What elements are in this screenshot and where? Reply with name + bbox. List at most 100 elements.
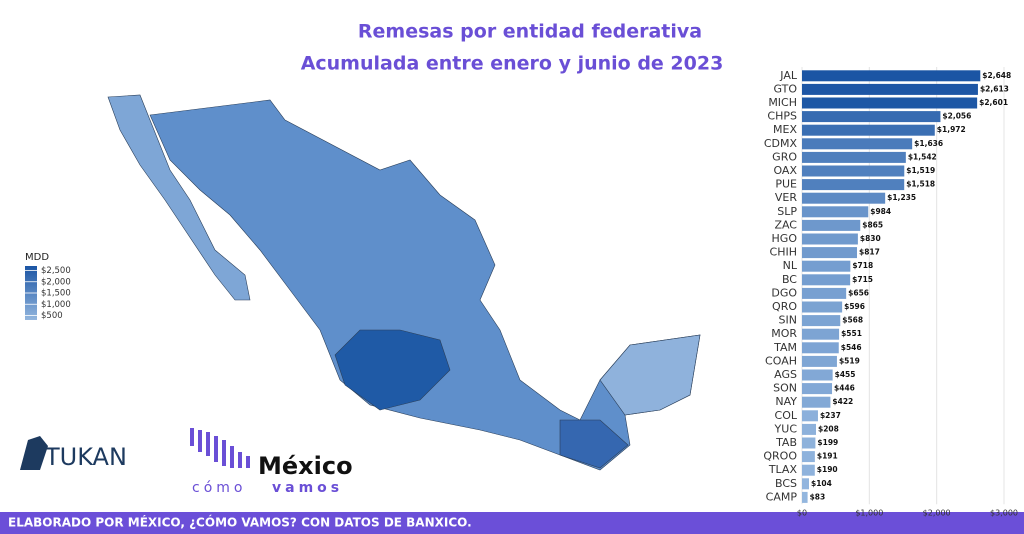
value-label: $596 — [844, 302, 865, 311]
y-tick-label: CDMX — [764, 137, 798, 150]
bar — [802, 83, 978, 95]
value-label: $1,235 — [887, 193, 916, 202]
tukan-logo: TUKAN — [20, 436, 127, 471]
value-label: $1,519 — [906, 166, 935, 175]
bar — [802, 138, 913, 150]
y-tick-label: NL — [783, 259, 798, 272]
y-tick-label: HGO — [772, 232, 798, 245]
y-tick-label: QROO — [763, 450, 797, 463]
colorbar-label: $1,500 — [41, 289, 71, 299]
bar — [802, 70, 981, 82]
value-label: $422 — [832, 397, 853, 406]
x-tick-label: $3,000 — [990, 509, 1018, 518]
y-tick-label: TAM — [773, 341, 797, 354]
y-tick-label: PUE — [775, 178, 797, 191]
bar — [802, 301, 843, 313]
value-label: $237 — [820, 411, 841, 420]
y-tick-label: MOR — [771, 327, 797, 340]
y-tick-label: TLAX — [768, 463, 798, 476]
bar — [802, 111, 941, 123]
value-label: $2,613 — [980, 84, 1009, 93]
value-label: $519 — [839, 356, 860, 365]
bar — [802, 233, 858, 245]
x-tick-label: $1,000 — [855, 509, 883, 518]
mcv-logo — [190, 428, 250, 468]
y-tick-label: COL — [775, 409, 798, 422]
bar — [802, 247, 858, 259]
bar — [802, 491, 808, 503]
bar — [802, 315, 841, 327]
value-label: $830 — [860, 234, 881, 243]
value-label: $455 — [835, 370, 856, 379]
y-tick-label: ZAC — [774, 218, 797, 231]
mexico-text: México — [258, 452, 353, 480]
bar — [802, 369, 833, 381]
y-tick-label: JAL — [779, 69, 798, 82]
bar — [802, 219, 861, 231]
y-tick-label: COAH — [765, 354, 797, 367]
value-label: $446 — [834, 384, 855, 393]
colorbar-title: MDD — [25, 252, 49, 263]
bar — [802, 274, 851, 286]
value-label: $83 — [810, 492, 826, 501]
y-tick-label: CHPS — [767, 110, 797, 123]
y-tick-label: OAX — [773, 164, 797, 177]
chart-title: Remesas por entidad federativa — [358, 21, 702, 43]
value-label: $865 — [862, 220, 883, 229]
value-label: $2,648 — [982, 71, 1011, 80]
footer-bar — [0, 512, 1024, 534]
bar — [802, 151, 906, 163]
bar — [802, 328, 840, 340]
bar — [802, 165, 905, 177]
bar — [802, 97, 978, 109]
value-label: $1,636 — [914, 139, 943, 148]
y-tick-label: SON — [773, 382, 797, 395]
bar — [802, 124, 935, 136]
y-tick-label: AGS — [774, 368, 797, 381]
bar — [802, 464, 815, 476]
bar — [802, 410, 818, 422]
bar — [802, 192, 886, 204]
value-label: $817 — [859, 248, 880, 257]
tukan-icon — [20, 436, 48, 470]
value-label: $208 — [818, 424, 839, 433]
colorbar-label: $500 — [41, 311, 63, 321]
bar — [802, 287, 847, 299]
y-tick-label: SIN — [779, 314, 797, 327]
y-tick-label: QRO — [772, 300, 797, 313]
y-tick-label: BCS — [775, 477, 797, 490]
value-label: $1,518 — [906, 180, 935, 189]
value-label: $551 — [841, 329, 862, 338]
y-tick-label: GRO — [772, 150, 797, 163]
map — [107, 94, 701, 471]
value-label: $568 — [842, 316, 863, 325]
colorbar-label: $2,000 — [41, 277, 71, 287]
y-tick-label: MEX — [773, 123, 797, 136]
bar — [802, 179, 905, 191]
value-label: $546 — [841, 343, 862, 352]
tukan-text: TUKAN — [44, 443, 127, 471]
chart-subtitle: Acumulada entre enero y junio de 2023 — [301, 53, 724, 75]
y-tick-label: BC — [782, 273, 797, 286]
bar — [802, 206, 869, 218]
y-tick-label: MICH — [768, 96, 797, 109]
bar — [802, 342, 839, 354]
x-tick-label: $0 — [797, 509, 807, 518]
y-tick-label: DGO — [771, 286, 797, 299]
footer-text: ELABORADO POR MÉXICO, ¿CÓMO VAMOS? CON D… — [8, 515, 472, 530]
y-tick-label: NAY — [775, 395, 797, 408]
value-label: $199 — [817, 438, 838, 447]
value-label: $1,972 — [937, 125, 966, 134]
value-label: $718 — [852, 261, 873, 270]
value-label: $2,601 — [979, 98, 1008, 107]
x-tick-label: $2,000 — [923, 509, 951, 518]
bar — [802, 355, 837, 367]
y-tick-label: YUC — [774, 422, 798, 435]
value-label: $190 — [817, 465, 838, 474]
y-tick-label: GTO — [773, 82, 797, 95]
colorbar-label: $2,500 — [41, 266, 71, 276]
bar — [802, 383, 833, 395]
value-label: $656 — [848, 288, 869, 297]
y-tick-label: TAB — [775, 436, 797, 449]
